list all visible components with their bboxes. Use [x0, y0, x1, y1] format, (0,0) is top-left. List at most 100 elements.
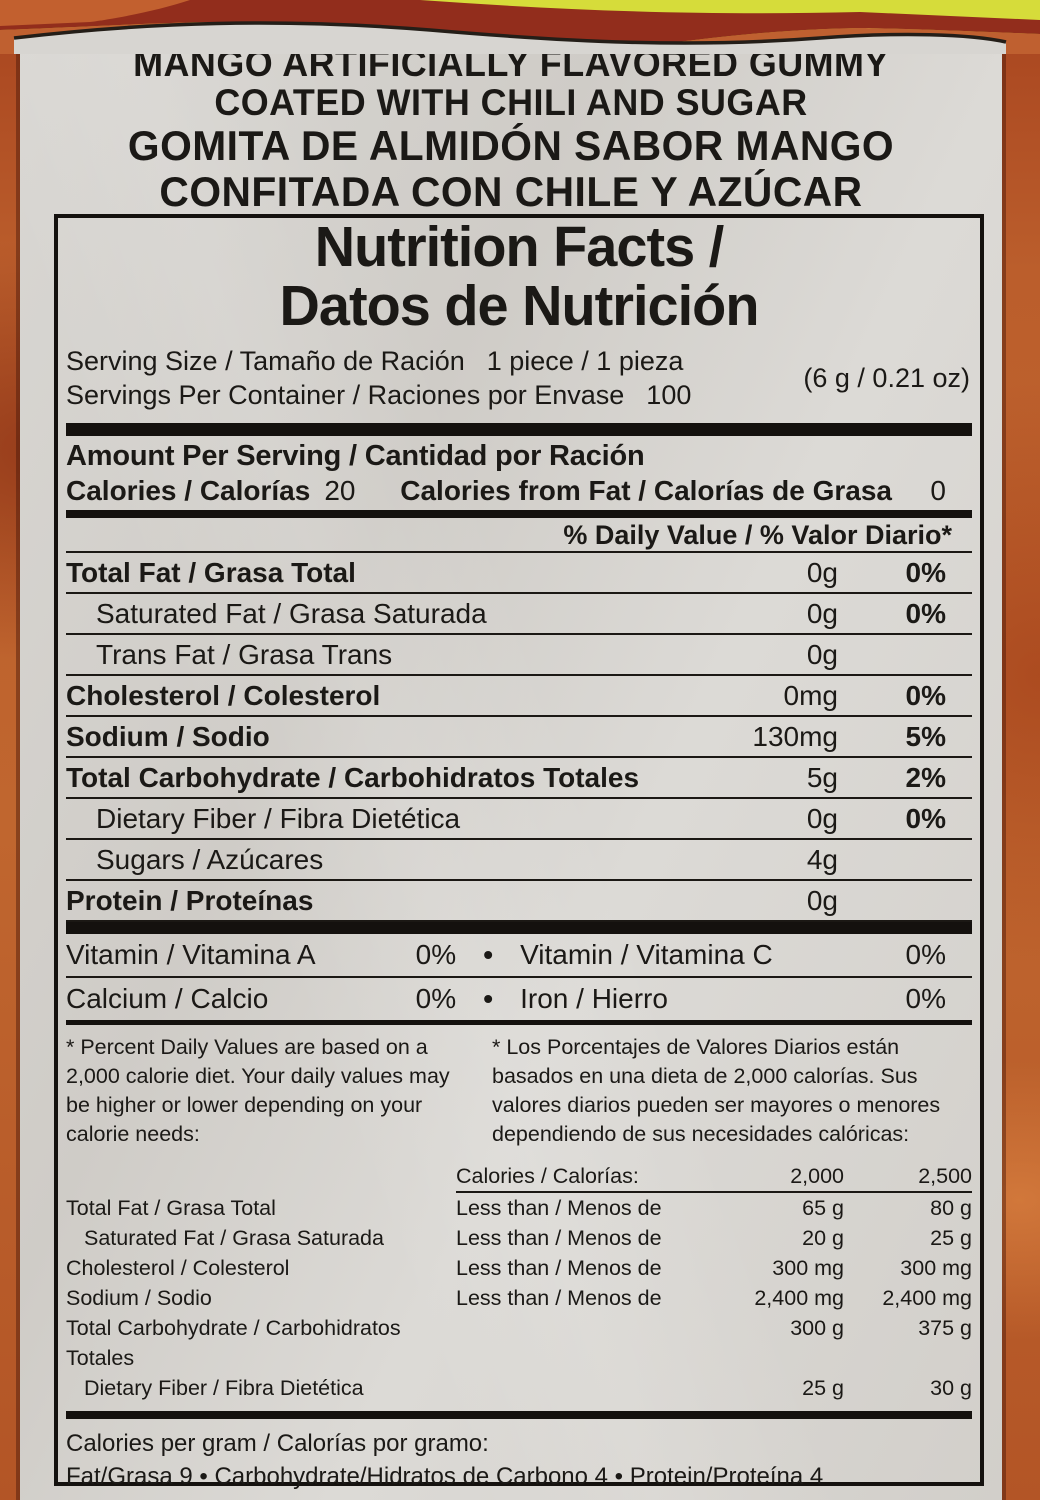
ref-value-2000: 25 g	[802, 1376, 844, 1400]
divider-medium	[66, 1020, 972, 1025]
vitamin-value: 0%	[415, 939, 457, 970]
nutrient-dv: 0%	[905, 802, 946, 834]
nutrient-amount: 0g	[806, 884, 838, 916]
ref-row-total-carbohydrate: Total Carbohydrate / Carbohidratos Total…	[66, 1313, 972, 1373]
divider-thick	[66, 922, 972, 934]
ref-value-2500: 30 g	[930, 1376, 972, 1400]
ref-label: Total Fat / Grasa Total	[66, 1196, 276, 1220]
ref-header-label: Calories / Calorías:	[456, 1161, 698, 1193]
footnotes: * Percent Daily Values are based on a 2,…	[66, 1033, 972, 1149]
daily-value-header: % Daily Value / % Valor Diario*	[563, 520, 952, 550]
package-label: MANGO ARTIFICIALLY FLAVORED GUMMY COATED…	[20, 42, 1002, 1500]
nutrient-row-total-carbohydrate: Total Carbohydrate / Carbohidratos Total…	[66, 758, 972, 799]
ref-value-2500: 2,400 mg	[882, 1286, 972, 1310]
nutrient-row-saturated-fat: Saturated Fat / Grasa Saturada 0g 0%	[66, 594, 972, 635]
calories-per-gram: Calories per gram / Calorías por gramo: …	[66, 1427, 972, 1493]
nutrient-row-total-fat: Total Fat / Grasa Total 0g 0%	[66, 553, 972, 594]
ref-value-2500: 80 g	[930, 1196, 972, 1220]
ref-row-sodium: Sodium / Sodio Less than / Menos de 2,400 …	[66, 1283, 972, 1313]
nutrient-row-sodium: Sodium / Sodio 130mg 5%	[66, 717, 972, 758]
serving-info: Serving Size / Tamaño de Ración 1 piece /…	[66, 344, 972, 412]
serving-size-value: 1 piece / 1 pieza	[486, 346, 684, 376]
label-top-fill	[14, 23, 1006, 54]
calories-label: Calories / Calorías	[66, 475, 311, 506]
ref-value-2000: 20 g	[802, 1226, 844, 1250]
vitamin-label: Vitamin / Vitamina C	[520, 939, 773, 970]
ref-value-2500: 25 g	[930, 1226, 972, 1250]
vitamin-label: Iron / Hierro	[520, 983, 668, 1014]
reference-table-header: Calories / Calorías: 2,000 2,500	[66, 1161, 972, 1193]
orange-corner	[0, 0, 190, 26]
servings-label: Servings Per Container / Raciones por En…	[66, 380, 625, 410]
maroon-wave	[0, 0, 1040, 44]
divider-thick	[66, 423, 972, 436]
nutrient-amount: 0mg	[783, 679, 838, 711]
ref-label: Sodium / Sodio	[66, 1286, 212, 1310]
label-top-outline	[13, 21, 1007, 45]
divider-medium	[66, 510, 972, 518]
nutrient-row-trans-fat: Trans Fat / Grasa Trans 0g	[66, 635, 972, 676]
nutrient-amount: 0g	[806, 638, 838, 670]
nutrient-label: Protein / Proteínas	[66, 884, 314, 916]
ref-value-2000: 300 mg	[772, 1256, 844, 1280]
ref-qualifier: Less than / Menos de	[456, 1226, 662, 1250]
ref-header-col-2500: 2,500	[844, 1161, 972, 1193]
calories-per-gram-values: Fat/Grasa 9 • Carbohydrate/Hidratos de C…	[66, 1463, 824, 1490]
nutrient-label: Trans Fat / Grasa Trans	[96, 638, 393, 670]
package-header: MANGO ARTIFICIALLY FLAVORED GUMMY COATED…	[35, 42, 988, 214]
panel-title-es: Datos de Nutrición	[279, 274, 760, 338]
calories-value: 20	[324, 475, 356, 506]
amount-per-serving-header: Amount Per Serving / Cantidad por Ración	[66, 440, 645, 472]
ref-row-total-fat: Total Fat / Grasa Total Less than / Menos…	[66, 1193, 972, 1223]
nutrient-label: Total Fat / Grasa Total	[66, 556, 356, 588]
calories-per-gram-label: Calories per gram / Calorías por gramo:	[66, 1430, 489, 1457]
panel-title-en: Nutrition Facts /	[314, 215, 725, 279]
vitamin-row-calcium-iron: Calcium / Calcio 0% • Iron / Hierro 0%	[66, 978, 972, 1020]
nutrient-dv: 5%	[905, 720, 946, 752]
calories-row: Calories / Calorías 20 Calories from Fat…	[66, 474, 972, 507]
ref-qualifier: Less than / Menos de	[456, 1196, 662, 1220]
nutrient-amount: 0g	[806, 556, 838, 588]
nutrition-facts-panel: Nutrition Facts / Datos de Nutrición Ser…	[54, 214, 984, 1490]
nutrient-row-sugars: Sugars / Azúcares 4g	[66, 840, 972, 881]
divider-medium	[66, 1411, 972, 1419]
footnote-spanish: * Los Porcentajes de Valores Diarios est…	[492, 1035, 941, 1146]
nutrient-label: Saturated Fat / Grasa Saturada	[96, 597, 487, 629]
serving-size-label: Serving Size / Tamaño de Ración	[66, 346, 465, 376]
vitamin-value: 0%	[905, 983, 946, 1014]
nutrient-label: Sugars / Azúcares	[96, 843, 324, 875]
ref-label: Saturated Fat / Grasa Saturada	[84, 1226, 384, 1250]
ref-qualifier: Less than / Menos de	[456, 1256, 662, 1280]
ref-value-2000: 65 g	[802, 1196, 844, 1220]
serving-size-row: Serving Size / Tamaño de Ración 1 piece /…	[66, 344, 762, 378]
servings-value: 100	[646, 380, 692, 410]
nutrient-amount: 130mg	[752, 720, 838, 752]
nutrient-dv: 2%	[905, 761, 946, 793]
ref-label: Dietary Fiber / Fibra Dietética	[84, 1376, 364, 1400]
ref-value-2500: 375 g	[918, 1316, 972, 1340]
ref-qualifier: Less than / Menos de	[456, 1286, 662, 1310]
divider-hairline	[66, 551, 972, 553]
ref-row-cholesterol: Cholesterol / Colesterol Less than / Meno…	[66, 1253, 972, 1283]
header-line-en2: COATED WITH CHILI AND SUGAR	[214, 82, 808, 123]
vitamin-value: 0%	[905, 939, 946, 970]
nutrient-dv: 0%	[905, 597, 946, 629]
header-line-es2: CONFITADA CON CHILE Y AZÚCAR	[159, 168, 863, 215]
nutrient-label: Sodium / Sodio	[66, 720, 270, 752]
bullet-separator: •	[483, 983, 494, 1014]
ref-label: Total Carbohydrate / Carbohidratos Total…	[66, 1316, 401, 1370]
ref-row-saturated-fat: Saturated Fat / Grasa Saturada Less than …	[66, 1223, 972, 1253]
nutrient-amount: 4g	[806, 843, 838, 875]
reference-table: Calories / Calorías: 2,000 2,500 Total F…	[66, 1161, 972, 1403]
nutrient-label: Total Carbohydrate / Carbohidratos Total…	[66, 761, 640, 793]
nutrient-row-dietary-fiber: Dietary Fiber / Fibra Dietética 0g 0%	[66, 799, 972, 840]
package-top-art	[0, 0, 1040, 54]
ref-label: Cholesterol / Colesterol	[66, 1256, 290, 1280]
nutrient-amount: 5g	[806, 761, 838, 793]
nutrient-label: Cholesterol / Colesterol	[66, 679, 381, 711]
ref-qualifier	[456, 1313, 698, 1373]
ref-value-2000: 300 g	[790, 1316, 844, 1340]
ref-value-2500: 300 mg	[900, 1256, 972, 1280]
calories-from-fat-value: 0	[930, 475, 946, 506]
vitamin-value: 0%	[415, 983, 457, 1014]
